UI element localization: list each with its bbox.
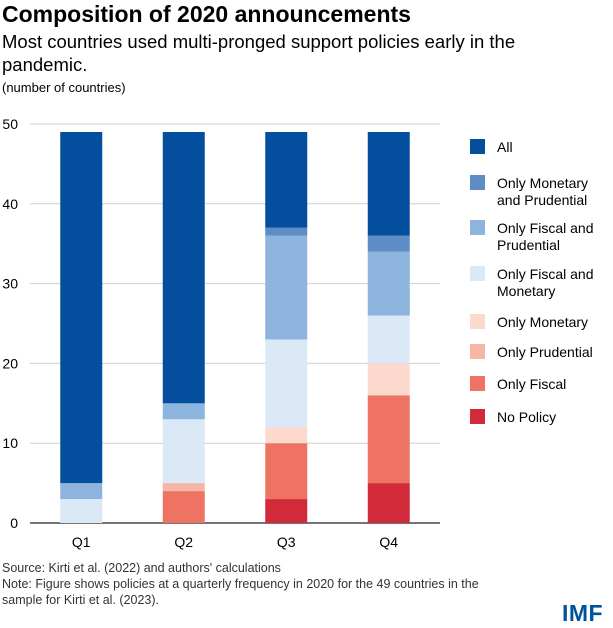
bar-segment-only-monetary-and-prudential	[265, 227, 308, 236]
y-tick-label: 50	[2, 116, 18, 132]
bar-segment-only-fiscal	[265, 443, 308, 500]
bar-segment-only-fiscal-and-monetary	[162, 419, 205, 484]
legend-label: and Prudential	[497, 192, 587, 208]
x-tick-label: Q1	[72, 534, 91, 550]
y-tick-label: 10	[2, 435, 18, 451]
bar-segment-all	[367, 131, 410, 236]
legend-label: Only Fiscal	[497, 376, 566, 392]
y-tick-label: 20	[2, 355, 18, 371]
legend-label: Monetary	[497, 283, 555, 299]
legend-swatch	[470, 409, 485, 424]
legend-label: Only Fiscal and	[497, 266, 593, 282]
bar-segment-all	[60, 131, 103, 484]
bar-segment-only-fiscal	[367, 395, 410, 484]
legend-label: Only Monetary	[497, 175, 588, 191]
y-tick-label: 40	[2, 196, 18, 212]
source-note: Source: Kirti et al. (2022) and authors'…	[2, 561, 281, 575]
legend-label: Prudential	[497, 237, 560, 253]
legend-label: Only Prudential	[497, 344, 593, 360]
x-tick-label: Q4	[379, 534, 398, 550]
bar-segment-only-fiscal-and-monetary	[60, 499, 103, 523]
footer-notes: Source: Kirti et al. (2022) and authors'…	[2, 560, 522, 608]
imf-logo: IMF	[562, 600, 604, 626]
units-label: (number of countries)	[2, 80, 126, 95]
y-tick-label: 0	[10, 515, 18, 531]
bar-segment-only-monetary	[367, 363, 410, 396]
legend-swatch	[470, 344, 485, 359]
legend-swatch	[470, 139, 485, 154]
x-tick-label: Q2	[174, 534, 193, 550]
legend-swatch	[470, 314, 485, 329]
bar-segment-only-fiscal-and-monetary	[367, 315, 410, 364]
figure-note: Note: Figure shows policies at a quarter…	[2, 577, 479, 607]
bar-segment-only-fiscal-and-prudential	[367, 251, 410, 316]
legend-swatch	[470, 266, 485, 281]
legend-label: Only Monetary	[497, 314, 588, 330]
bar-segment-only-fiscal-and-prudential	[162, 403, 205, 420]
bar-segment-all	[265, 131, 308, 228]
y-tick-label: 30	[2, 276, 18, 292]
legend-swatch	[470, 175, 485, 190]
bar-segment-only-fiscal	[162, 491, 205, 523]
bar-segment-no-policy	[367, 483, 410, 523]
legend-label: No Policy	[497, 409, 556, 425]
chart-title: Composition of 2020 announcements	[2, 1, 411, 27]
bar-segment-only-monetary-and-prudential	[367, 235, 410, 252]
legend-label: Only Fiscal and	[497, 220, 593, 236]
bar-segment-no-policy	[265, 499, 308, 523]
bar-segment-only-fiscal-and-prudential	[60, 483, 103, 500]
chart-subtitle: Most countries used multi-pronged suppor…	[2, 31, 516, 75]
legend-swatch	[470, 220, 485, 235]
bar-segment-only-fiscal-and-monetary	[265, 339, 308, 428]
bar-segment-only-monetary	[265, 427, 308, 444]
legend-label: All	[497, 139, 513, 155]
bar-segment-only-fiscal-and-prudential	[265, 235, 308, 340]
legend-swatch	[470, 376, 485, 391]
x-tick-label: Q3	[277, 534, 296, 550]
bar-segment-all	[162, 131, 205, 404]
bar-segment-only-prudential	[162, 483, 205, 492]
